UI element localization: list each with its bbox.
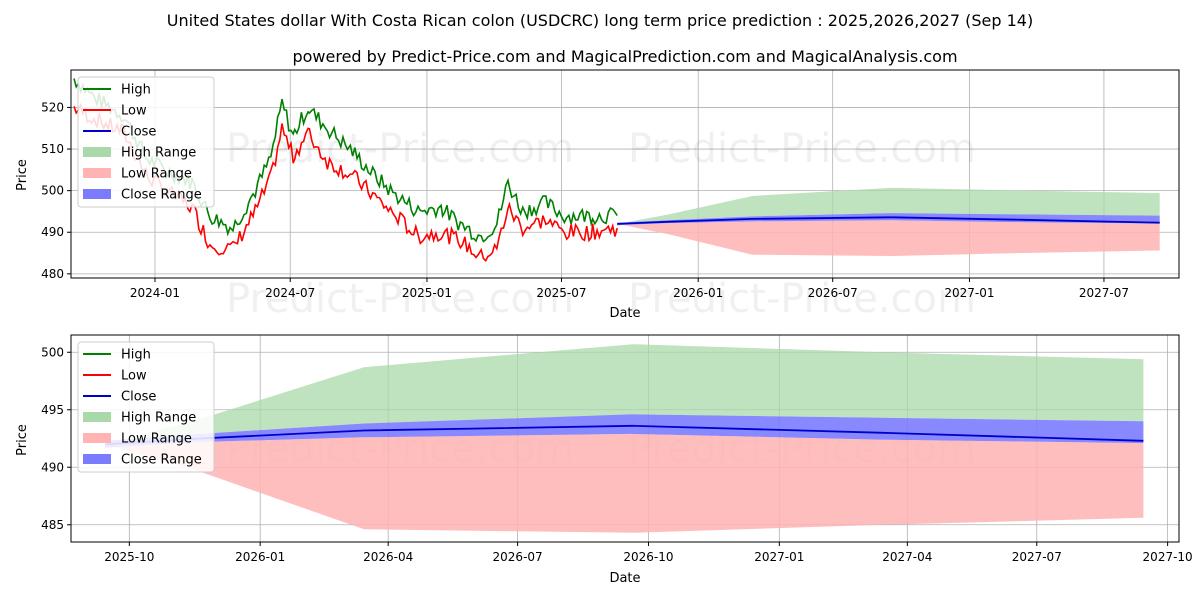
bottom-xtick-label-8: 2027-10	[1143, 550, 1193, 564]
bottom-xtick-label-3: 2026-07	[493, 550, 543, 564]
top-ytick-label-1: 490	[41, 225, 64, 239]
top-legend-label-5: Close Range	[121, 188, 202, 203]
top-ytick-label-3: 510	[41, 142, 64, 156]
bottom-ytick-label-0: 485	[41, 518, 64, 532]
top-xtick-label-2: 2025-01	[402, 286, 452, 300]
bottom-legend-label-3: High Range	[121, 411, 196, 426]
bottom-xtick-label-1: 2026-01	[235, 550, 285, 564]
bottom-xtick-label-4: 2026-10	[623, 550, 673, 564]
top-ytick-label-2: 500	[41, 184, 64, 198]
bottom-ylabel: Price	[15, 424, 30, 456]
top-xtick-label-4: 2026-01	[673, 286, 723, 300]
bottom-legend-swatch-3	[83, 412, 111, 422]
bottom-xtick-label-7: 2027-07	[1012, 550, 1062, 564]
bottom-legend-label-2: Close	[121, 390, 156, 405]
top-xtick-label-6: 2027-01	[944, 286, 994, 300]
top-xtick-label-0: 2024-01	[130, 286, 180, 300]
top-legend: High Low Close High Range Low Range Close Ran…	[77, 76, 215, 208]
top-ytick-label-0: 480	[41, 267, 64, 281]
top-xtick-label-3: 2025-07	[536, 286, 586, 300]
bottom-ytick-label-3: 500	[41, 345, 64, 359]
bottom-xtick-label-6: 2027-04	[882, 550, 932, 564]
top-high-range-band	[617, 187, 1160, 224]
top-legend-swatch-4	[83, 168, 111, 178]
top-xtick-label-1: 2024-07	[265, 286, 315, 300]
bottom-xtick-label-0: 2025-10	[104, 550, 154, 564]
top-close-line	[617, 216, 1160, 225]
bottom-legend-label-4: Low Range	[121, 432, 192, 447]
top-ytick-label-4: 520	[41, 100, 64, 114]
top-legend-label-1: Low	[121, 104, 147, 119]
top-legend-swatch-5	[83, 189, 111, 199]
bottom-ytick-label-2: 495	[41, 403, 64, 417]
bottom-low-range-band	[105, 433, 1144, 533]
chart-title: United States dollar With Costa Rican co…	[167, 11, 1033, 30]
bottom-plot-frame	[70, 334, 1180, 543]
bottom-legend-box	[77, 341, 215, 473]
top-legend-label-0: High	[121, 83, 151, 98]
top-xtick-label-5: 2026-07	[808, 286, 858, 300]
top-ylabel: Price	[15, 159, 30, 191]
top-xlabel: Date	[609, 306, 640, 321]
top-legend-label-2: Close	[121, 125, 156, 140]
top-plot-frame	[70, 69, 1180, 279]
chart-subtitle: powered by Predict-Price.com and Magical…	[292, 47, 957, 66]
top-legend-box	[77, 76, 215, 208]
bottom-close-range-band	[105, 414, 1144, 448]
bottom-legend-label-5: Close Range	[121, 453, 202, 468]
bottom-legend-label-1: Low	[121, 369, 147, 384]
top-watermark-2: Predict-Price.com	[628, 126, 976, 172]
top-legend-swatch-3	[83, 147, 111, 157]
top-xtick-label-7: 2027-07	[1079, 286, 1129, 300]
top-close-range-band	[617, 213, 1160, 226]
bottom-legend: High Low Close High Range Low Range Close Ran…	[77, 341, 215, 473]
bottom-ytick-label-1: 490	[41, 460, 64, 474]
top-watermark-1: Predict-Price.com	[226, 126, 574, 172]
top-legend-label-3: High Range	[121, 146, 196, 161]
bottom-high-range-band	[105, 344, 1144, 445]
bottom-xlabel: Date	[609, 571, 640, 586]
top-legend-label-4: Low Range	[121, 167, 192, 182]
bottom-legend-swatch-5	[83, 454, 111, 464]
top-watermark-3: Predict-Price.com	[226, 276, 574, 322]
bottom-legend-swatch-4	[83, 433, 111, 443]
top-low-range-band	[617, 220, 1160, 256]
bottom-legend-label-0: High	[121, 348, 151, 363]
top-watermark-4: Predict-Price.com	[628, 276, 976, 322]
bottom-xtick-label-2: 2026-04	[363, 550, 413, 564]
bottom-panel: Predict-Price.com Predict-Price.com 2025…	[15, 334, 1193, 586]
top-panel: Predict-Price.com Predict-Price.com Pred…	[15, 69, 1180, 322]
bottom-xtick-label-5: 2027-01	[754, 550, 804, 564]
